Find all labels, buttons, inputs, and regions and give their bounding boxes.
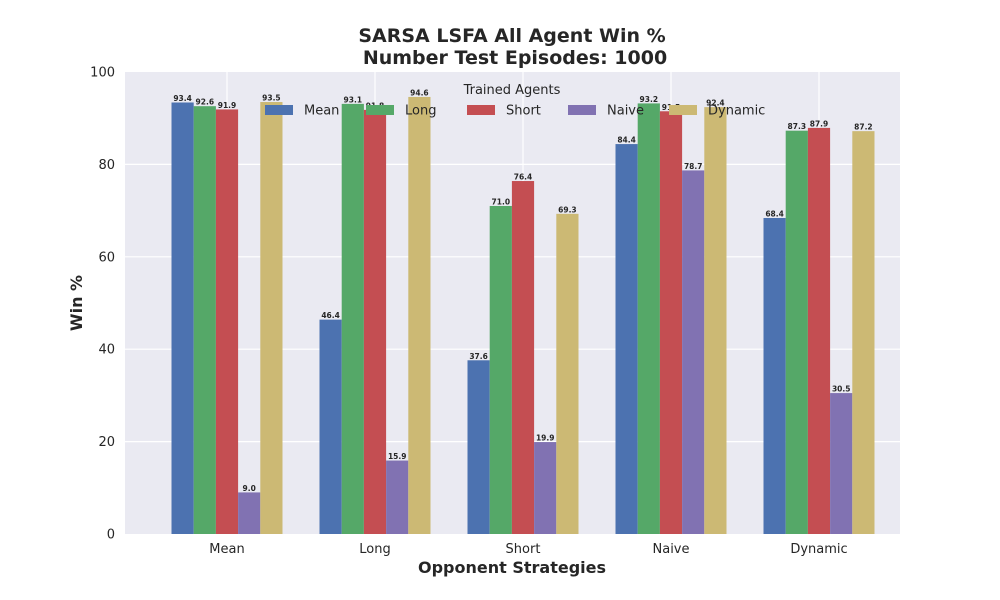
y-tick-label: 20 <box>98 435 115 450</box>
x-tick-label: Short <box>506 542 541 557</box>
bar-mean-dynamic <box>763 217 786 534</box>
data-label: 19.9 <box>536 434 555 443</box>
bar-long-short <box>489 205 512 535</box>
bar-naive-mean <box>238 492 261 534</box>
x-tick-label: Dynamic <box>790 542 847 557</box>
bar-mean-long <box>319 319 342 534</box>
bar-naive-long <box>386 460 409 534</box>
legend-swatch-long <box>366 105 394 115</box>
chart-subtitle: Number Test Episodes: 1000 <box>363 47 667 69</box>
data-label: 46.4 <box>321 311 340 320</box>
bar-naive-naive <box>682 170 705 534</box>
data-label: 93.4 <box>173 94 192 103</box>
chart-title: SARSA LSFA All Agent Win % <box>358 25 665 47</box>
data-label: 87.3 <box>788 122 807 131</box>
bar-mean-short <box>467 360 490 534</box>
data-label: 69.3 <box>558 205 577 214</box>
bar-long-mean <box>193 106 216 535</box>
legend-swatch-naive <box>568 105 596 115</box>
bar-short-long <box>363 109 387 534</box>
data-label: 84.4 <box>617 136 636 145</box>
legend: Trained Agents Mean Long Short Naive Dynamic <box>265 83 765 119</box>
x-tick-label: Naive <box>653 542 690 557</box>
y-tick-label: 40 <box>98 343 115 358</box>
bar-long-dynamic <box>785 130 808 534</box>
bar-mean-naive <box>615 144 638 534</box>
tick-labels: 0 20 40 60 80 100 Mean Long Short Naive Dynamic <box>90 66 848 558</box>
data-label: 15.9 <box>388 452 407 461</box>
x-tick-label: Long <box>359 542 390 557</box>
legend-title: Trained Agents <box>463 83 561 98</box>
legend-swatch-dynamic <box>669 105 697 115</box>
bar-long-naive <box>637 103 660 534</box>
legend-label-long: Long <box>405 104 436 119</box>
data-label: 78.7 <box>684 162 703 171</box>
data-label: 93.1 <box>344 95 363 104</box>
data-label: 87.9 <box>810 119 829 128</box>
bar-mean-mean <box>171 102 194 534</box>
y-tick-label: 0 <box>107 528 115 543</box>
bar-dynamic-long <box>408 96 431 534</box>
bar-short-naive <box>659 111 683 535</box>
y-axis-label: Win % <box>67 275 86 331</box>
y-tick-label: 80 <box>98 158 115 173</box>
bar-dynamic-short <box>556 213 579 535</box>
legend-label-mean: Mean <box>304 104 339 119</box>
bar-naive-dynamic <box>830 393 853 534</box>
data-label: 76.4 <box>514 173 533 182</box>
data-label: 93.5 <box>262 94 281 103</box>
data-label: 92.6 <box>196 98 215 107</box>
bar-dynamic-dynamic <box>852 131 875 535</box>
bar-naive-short <box>534 442 557 534</box>
bar-short-short <box>511 181 535 535</box>
data-label: 68.4 <box>765 209 784 218</box>
legend-swatch-short <box>467 105 495 115</box>
data-label: 93.2 <box>640 95 659 104</box>
data-label: 30.5 <box>832 385 851 394</box>
data-label: 87.2 <box>854 123 873 132</box>
data-label: 9.0 <box>243 484 256 493</box>
legend-label-dynamic: Dynamic <box>708 104 765 119</box>
data-label: 71.0 <box>492 197 511 206</box>
bar-short-dynamic <box>807 127 831 534</box>
data-label: 37.6 <box>469 352 488 361</box>
bar-dynamic-naive <box>704 107 727 534</box>
legend-swatch-mean <box>265 105 293 115</box>
bar-long-long <box>341 103 364 535</box>
legend-label-naive: Naive <box>607 104 644 119</box>
y-tick-label: 100 <box>90 66 115 81</box>
legend-label-short: Short <box>506 104 541 119</box>
bar-dynamic-mean <box>260 102 283 534</box>
data-label: 92.4 <box>706 99 725 108</box>
data-label: 91.9 <box>218 101 237 110</box>
x-tick-label: Mean <box>209 542 244 557</box>
data-label: 94.6 <box>410 88 429 97</box>
x-axis-label: Opponent Strategies <box>418 558 606 577</box>
y-tick-label: 60 <box>98 250 115 265</box>
bars <box>171 96 875 535</box>
bar-short-mean <box>215 109 239 534</box>
